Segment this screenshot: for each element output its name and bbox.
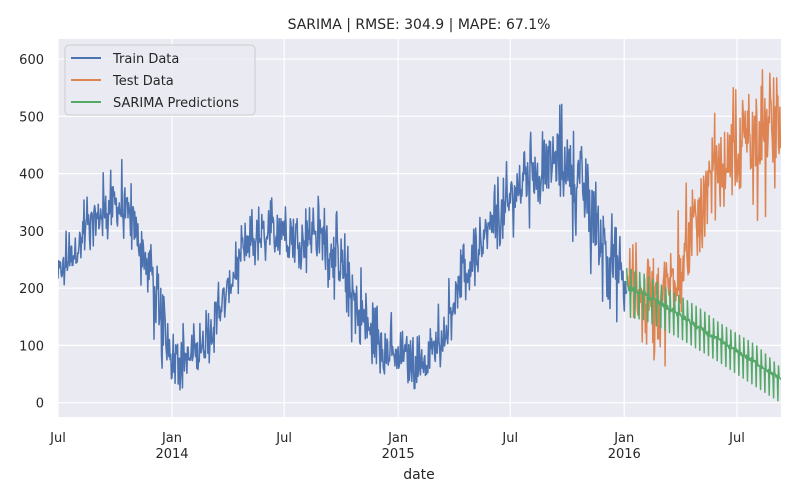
x-axis-label: date [403,467,435,483]
y-tick-label: 0 [36,397,44,412]
x-tick-label: Jul [49,431,66,446]
x-tick-year-label: 2016 [608,447,641,462]
y-tick-label: 100 [19,339,44,354]
x-tick-year-label: 2015 [382,447,415,462]
y-tick-label: 400 [19,168,44,183]
x-tick-label: Jul [728,431,745,446]
chart-title: SARIMA | RMSE: 304.9 | MAPE: 67.1% [288,17,551,33]
y-tick-labels: 0 100 200 300 400 500 600 [19,53,44,412]
series-line-0 [58,103,628,391]
x-tick-year-label: 2014 [155,447,188,462]
x-tick-label: Jan [387,431,408,446]
x-tick-label: Jan [613,431,634,446]
legend: Train Data Test Data SARIMA Predictions [64,44,256,116]
legend-entry-label: Train Data [112,52,179,67]
legend-frame [64,44,256,116]
y-tick-label: 200 [19,282,44,297]
x-tick-label: Jan [161,431,182,446]
x-tick-label: Jul [501,431,518,446]
series-lines [58,68,781,402]
x-tick-label: Jul [275,431,292,446]
y-tick-label: 500 [19,110,44,125]
legend-entry-label: Test Data [112,74,174,89]
series-line-2 [625,268,781,402]
y-tick-label: 600 [19,53,44,68]
y-tick-label: 300 [19,225,44,240]
legend-entry-label: SARIMA Predictions [113,96,239,111]
